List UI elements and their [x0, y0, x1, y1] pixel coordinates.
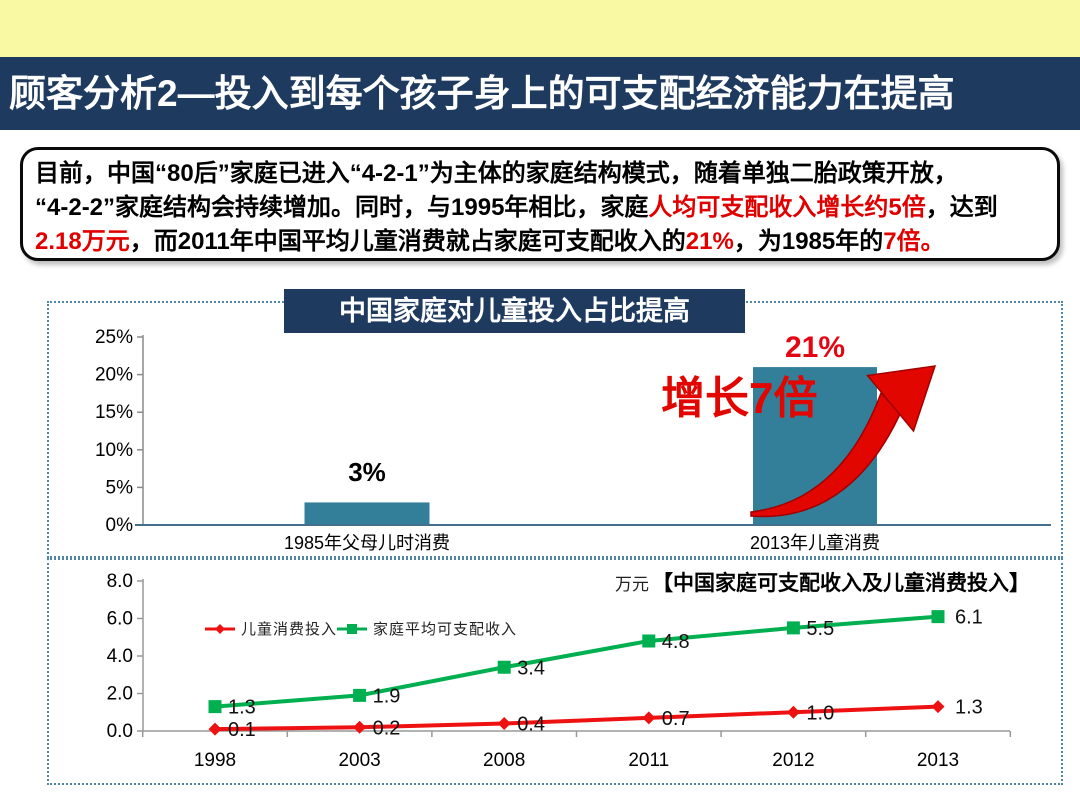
data-label: 0.1 [228, 719, 256, 741]
line-y-tick-label: 0.0 [107, 721, 133, 742]
summary-segment: ，而2011年中国平均儿童消费就占家庭可支配收入的 [129, 228, 686, 255]
marker-square [931, 610, 945, 624]
line-chart-panel: 0.0 2.0 4.0 6.0 8.0 1998 2003 2008 2011 2012 2013 0… [47, 558, 1063, 785]
summary-segment: 2.18万元 [35, 228, 130, 255]
data-label: 1.0 [806, 702, 834, 724]
growth-arrow-icon [750, 365, 937, 518]
marker-diamond [642, 711, 656, 725]
marker-diamond [786, 705, 800, 719]
bar-y-tick-label: 10% [95, 440, 133, 461]
marker-diamond [497, 717, 511, 730]
summary-segment: 7倍。 [883, 228, 945, 255]
data-label: 1.9 [373, 685, 401, 707]
summary-segment: 人均可支配收入增长约5倍 [648, 194, 926, 221]
series-line [214, 614, 939, 709]
line-y-tick-label: 6.0 [107, 609, 133, 630]
summary-text: 目前，中国“80后”家庭已进入“4-2-1”为主体的家庭结构模式，随着单独二胎政… [35, 157, 1045, 259]
data-label: 0.2 [373, 717, 401, 739]
bar-0 [304, 502, 430, 525]
data-label: 1.3 [228, 697, 256, 719]
data-label: 4.8 [662, 631, 690, 653]
data-label: 1.3 [955, 697, 983, 719]
summary-segment: “4-2-2”家庭结构会持续增加。同时，与1995年相比，家庭 [35, 194, 649, 221]
data-label: 3.4 [517, 657, 545, 679]
bar-category-label: 2013年儿童消费 [750, 533, 880, 553]
bar-chart-panel: 0% 5% 10% 15% 20% 25% 3% 21% 1985年父母儿时消费 2013年儿童消… [47, 289, 1063, 558]
growth-arrow-head [866, 365, 937, 433]
marker-square [208, 700, 222, 714]
summary-segment: 目前，中国“80后”家庭已进入“4-2-1”为主体的家庭结构模式，随着单独二胎政… [35, 160, 958, 187]
line-chart-unit-label: 万元 [615, 575, 649, 594]
marker-diamond [931, 700, 945, 714]
data-label: 6.1 [955, 607, 983, 629]
line-chart-title: 【中国家庭可支配收入及儿童消费投入】 [652, 572, 1030, 595]
line-x-label: 1998 [194, 750, 236, 771]
summary-segment: ，为1985年的 [733, 228, 884, 255]
marker-square [353, 688, 367, 702]
data-label: 5.5 [806, 618, 834, 640]
marker-square [786, 621, 800, 635]
bar-chart-title-box: 中国家庭对儿童投入占比提高 [284, 289, 745, 333]
growth-annotation: 增长7倍 [661, 374, 817, 423]
data-label: 0.7 [662, 708, 690, 730]
data-label: 0.4 [517, 714, 545, 736]
line-x-label: 2011 [628, 750, 669, 771]
line-chart: 0.0 2.0 4.0 6.0 8.0 1998 2003 2008 2011 2012 2013 0… [107, 571, 1012, 771]
legend-marker [215, 624, 225, 634]
slide-title-bar: 顾客分析2—投入到每个孩子身上的可支配经济能力在提高 [0, 57, 1080, 130]
bar-y-tick-label: 0% [106, 515, 134, 536]
series-line [214, 704, 939, 732]
line-x-label: 2012 [772, 750, 814, 771]
bar-value-label: 21% [785, 331, 845, 364]
line-y-tick-label: 2.0 [107, 684, 133, 705]
marker-square [497, 660, 511, 674]
top-accent-band [0, 0, 1080, 57]
line-x-label: 2003 [338, 750, 380, 771]
legend-marker [347, 624, 357, 634]
bar-category-label: 1985年父母儿时消费 [284, 533, 450, 553]
line-x-label: 2008 [483, 750, 525, 771]
bar-y-tick-label: 5% [106, 477, 134, 498]
line-y-tick-label: 4.0 [107, 646, 133, 667]
legend-item: 家庭平均可支配收入 [337, 621, 517, 638]
bar-chart-title: 中国家庭对儿童投入占比提高 [339, 296, 690, 326]
legend-label: 儿童消费投入 [241, 620, 337, 638]
marker-diamond [353, 720, 367, 734]
line-x-label: 2013 [917, 750, 959, 771]
legend-item: 儿童消费投入 [205, 620, 337, 638]
summary-segment: 21% [685, 228, 734, 255]
summary-box: 目前，中国“80后”家庭已进入“4-2-1”为主体的家庭结构模式，随着单独二胎政… [20, 147, 1060, 261]
slide-title: 顾客分析2—投入到每个孩子身上的可支配经济能力在提高 [9, 73, 955, 114]
marker-diamond [208, 722, 222, 736]
bar-y-tick-label: 15% [95, 402, 133, 423]
bar-chart: 0% 5% 10% 15% 20% 25% 3% 21% 1985年父母儿时消费 2013年儿童消… [95, 327, 1051, 553]
bar-y-tick-label: 25% [95, 327, 133, 348]
marker-square [642, 634, 656, 648]
bar-value-label: 3% [348, 457, 386, 487]
summary-segment: ，达到 [925, 194, 998, 221]
legend-label: 家庭平均可支配收入 [373, 621, 517, 638]
line-y-tick-label: 8.0 [107, 571, 133, 592]
bar-y-tick-label: 20% [95, 365, 133, 386]
